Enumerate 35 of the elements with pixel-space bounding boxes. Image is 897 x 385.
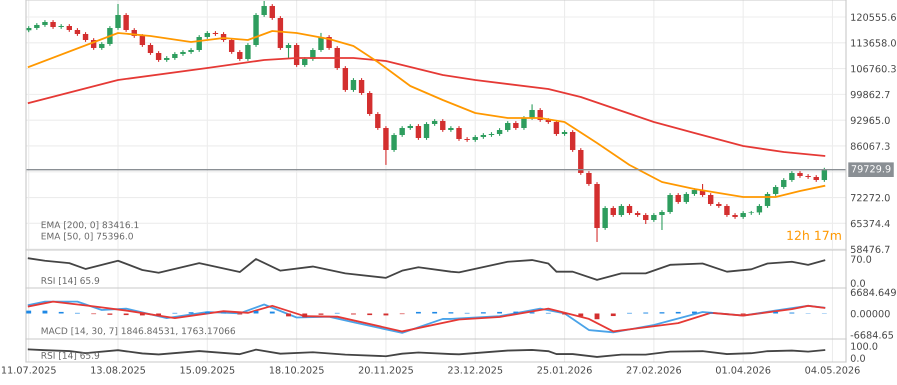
line-series bbox=[28, 348, 826, 358]
x-tick-label: 11.07.2025 bbox=[2, 366, 56, 374]
x-tick-label: 01.04.2026 bbox=[716, 366, 770, 374]
annotation: EMA [50, 0] 75396.0 bbox=[42, 232, 133, 241]
y-tick-label: 6684.649 bbox=[850, 288, 896, 296]
x-tick-label: 20.11.2025 bbox=[358, 366, 413, 374]
x-tick-label: 23.12.2025 bbox=[448, 366, 502, 374]
annotation: 12h 17m bbox=[787, 230, 841, 240]
y-tick-label: 0.0 bbox=[850, 279, 865, 287]
x-tick-label: 27.02.2026 bbox=[626, 366, 682, 374]
y-tick-label: 65374.4 bbox=[850, 220, 890, 228]
y-tick-label: 92965.0 bbox=[850, 116, 890, 124]
x-tick-label: 25.01.2026 bbox=[537, 366, 592, 374]
x-tick-label: 18.10.2025 bbox=[270, 366, 324, 374]
x-tick-label: 04.05.2026 bbox=[805, 366, 860, 374]
annotation: MACD [14, 30, 7] 1846.84531, 1763.17066 bbox=[42, 327, 236, 336]
y-tick-label: 58476.7 bbox=[850, 246, 890, 253]
y-tick-label: 0.00000 bbox=[850, 310, 890, 318]
y-tick-label: 0.0 bbox=[850, 354, 865, 362]
ref-line-label: 79729.9 bbox=[852, 165, 890, 172]
y-tick-label: -6684.65 bbox=[850, 331, 894, 339]
annotation: RSI [14] 65.9 bbox=[42, 276, 100, 286]
y-tick-label: 99862.7 bbox=[850, 90, 890, 98]
y-tick-label: 70.0 bbox=[850, 255, 872, 263]
x-tick-label: 13.08.2025 bbox=[91, 366, 145, 374]
y-tick-label: 106760.3 bbox=[851, 65, 896, 72]
y-tick-label: 113658.0 bbox=[851, 39, 896, 47]
annotation: EMA [200, 0] 83416.1 bbox=[42, 221, 138, 230]
y-tick-label: 120555.6 bbox=[851, 13, 896, 21]
x-tick-label: 15.09.2025 bbox=[180, 366, 234, 374]
annotation: RSI [14] 65.9 bbox=[42, 352, 100, 360]
line-series bbox=[28, 30, 826, 198]
y-tick-label: 100.0 bbox=[851, 342, 878, 350]
y-tick-label: 86067.3 bbox=[850, 142, 890, 150]
y-tick-label: 72272.0 bbox=[850, 194, 890, 202]
